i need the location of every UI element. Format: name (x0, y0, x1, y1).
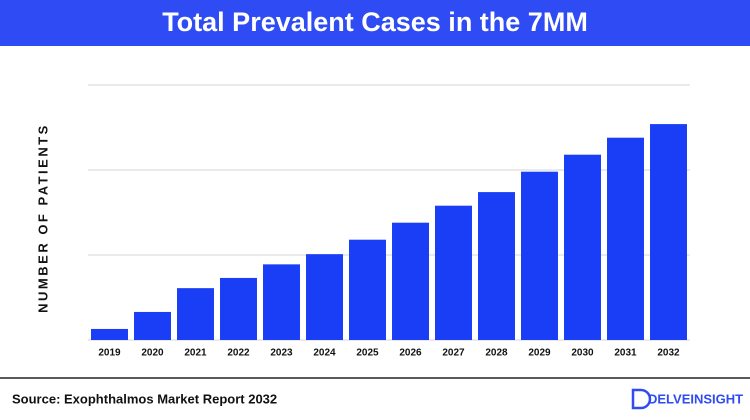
x-tick-label: 2020 (141, 348, 164, 359)
title-banner (0, 0, 750, 46)
x-tick-label: 2021 (184, 348, 207, 359)
x-tick-label: 2031 (614, 348, 637, 359)
bar (177, 288, 214, 340)
x-tick-label: 2027 (442, 348, 465, 359)
bar (392, 222, 429, 340)
bar (349, 239, 386, 340)
logo-icon (631, 388, 652, 410)
logo-text: DELVEINSIGHT (648, 391, 743, 406)
bar (607, 137, 644, 340)
x-tick-label: 2026 (399, 348, 422, 359)
x-tick-label: 2025 (356, 348, 379, 359)
source-note: Source: Exophthalmos Market Report 2032 (12, 391, 277, 406)
x-tick-label: 2030 (571, 348, 594, 359)
bar (650, 124, 687, 340)
x-tick-label: 2032 (657, 348, 680, 359)
chart-title: Total Prevalent Cases in the 7MM (162, 7, 588, 37)
bar (263, 264, 300, 340)
bar (478, 192, 515, 340)
bar (521, 171, 558, 340)
y-axis-label: NUMBER OF PATIENTS (35, 123, 50, 313)
x-tick-label: 2023 (270, 348, 293, 359)
bar (134, 311, 171, 340)
x-tick-label: 2029 (528, 348, 551, 359)
bar (564, 154, 601, 340)
x-tick-label: 2028 (485, 348, 508, 359)
x-tick-label: 2022 (227, 348, 250, 359)
x-tick-label: 2019 (98, 348, 121, 359)
bar (91, 328, 128, 340)
bar (435, 205, 472, 340)
x-tick-label: 2024 (313, 348, 336, 359)
bar (220, 277, 257, 340)
bar (306, 254, 343, 340)
